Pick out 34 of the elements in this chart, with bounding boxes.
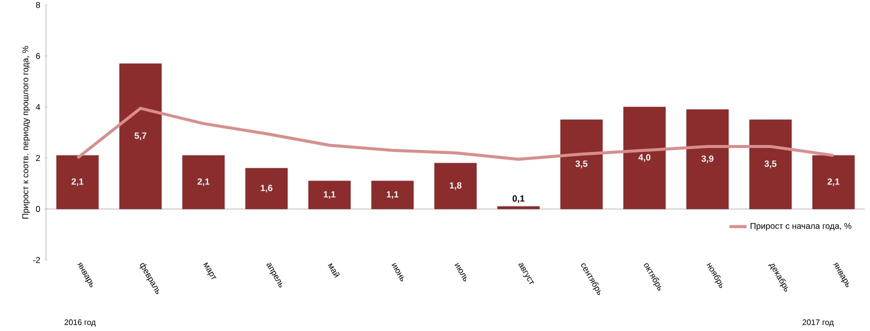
bar: [119, 63, 162, 210]
data-label: 2,1: [828, 178, 840, 186]
data-label: 3,5: [764, 160, 776, 168]
bar: [56, 155, 99, 210]
data-label: 1,6: [260, 184, 272, 192]
y-tick-label: 4: [36, 104, 40, 110]
data-label: 0,1: [512, 195, 524, 203]
bar: [371, 180, 414, 210]
data-label: 2,1: [198, 178, 210, 186]
bar: [560, 120, 603, 210]
bar: [749, 120, 792, 210]
y-axis-title: Прирост к соотв. периоду прошлого года, %: [22, 46, 30, 219]
y-tick-label: -2: [33, 257, 40, 263]
bar: [308, 180, 351, 210]
bar: [812, 155, 855, 210]
bar: [623, 106, 666, 210]
y-tick-label: 8: [36, 2, 40, 8]
data-label: 1,8: [450, 182, 462, 190]
legend-label: Прирост с начала года, %: [750, 222, 852, 231]
bar: [497, 206, 540, 210]
data-label: 4,0: [638, 154, 650, 162]
data-label: 5,7: [134, 132, 146, 140]
data-label: 1,1: [324, 191, 336, 199]
data-label: 2,1: [72, 178, 84, 186]
data-label: 1,1: [386, 191, 398, 199]
bar: [245, 168, 288, 210]
y-tick-label: 0: [36, 206, 40, 212]
y-tick-label: 6: [36, 53, 40, 59]
data-label: 3,9: [701, 155, 714, 164]
bar: [182, 155, 225, 210]
data-label: 3,5: [575, 160, 588, 168]
y-tick-label: 2: [36, 155, 40, 161]
bar: [434, 162, 477, 210]
bar: [686, 109, 729, 210]
